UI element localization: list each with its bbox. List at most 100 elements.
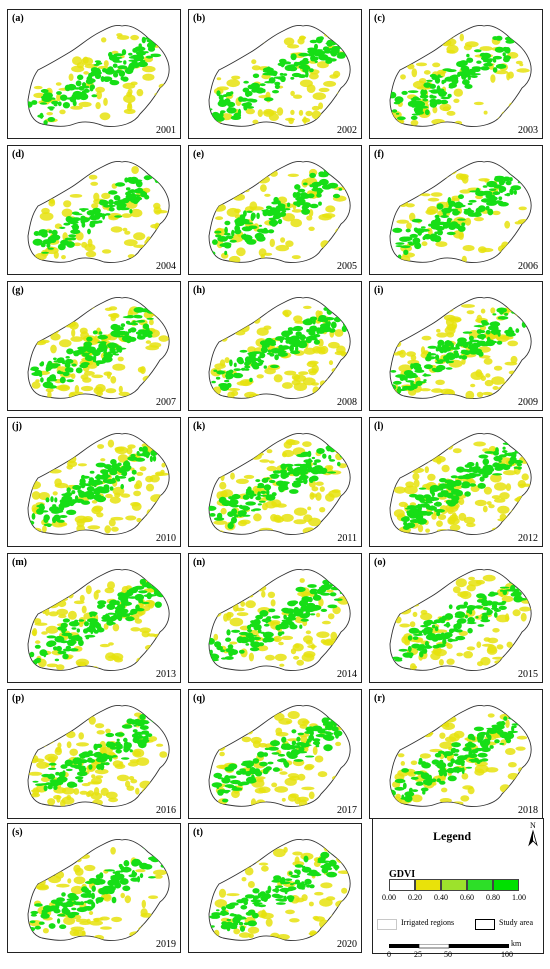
map-panel: (k) 2011 <box>188 417 362 547</box>
gdvi-class-swatch <box>415 879 441 891</box>
panel-year: 2006 <box>518 261 538 272</box>
study-area-map <box>208 25 351 127</box>
map-panel: (r) 2018 <box>369 689 543 819</box>
irrigated-regions-label: Irrigated regions <box>401 918 455 927</box>
scale-tick-100: 100 <box>501 950 513 959</box>
panel-letter: (b) <box>193 13 206 24</box>
map-panel: (o) 2015 <box>369 553 543 683</box>
gdvi-tick-label: 0.60 <box>460 893 474 902</box>
study-area-map <box>27 569 170 671</box>
study-area-map <box>27 297 170 399</box>
panel-year: 2017 <box>337 805 357 816</box>
study-area-map <box>389 25 532 127</box>
map-panel: (n) 2014 <box>188 553 362 683</box>
study-area-map <box>389 297 532 399</box>
gdvi-class-swatch <box>389 879 415 891</box>
study-area-map <box>27 433 170 535</box>
panel-letter: (m) <box>12 557 27 568</box>
map-panel: (t) 2020 <box>188 823 362 953</box>
irrigated-regions-swatch <box>377 919 397 930</box>
gdvi-tick-label: 0.80 <box>486 893 500 902</box>
study-area-map <box>208 297 351 399</box>
map-panel: (f) 2006 <box>369 145 543 275</box>
gdvi-tick-label: 1.00 <box>512 893 526 902</box>
map-panel: (b) 2002 <box>188 9 362 139</box>
panel-year: 2015 <box>518 669 538 680</box>
panel-year: 2010 <box>156 533 176 544</box>
scale-tick-25: 25 <box>414 950 422 959</box>
panel-year: 2012 <box>518 533 538 544</box>
study-area-map <box>27 161 170 263</box>
gdvi-tick-label: 0.40 <box>434 893 448 902</box>
map-panel: (j) 2010 <box>7 417 181 547</box>
panel-letter: (e) <box>193 149 205 160</box>
study-area-map <box>389 161 532 263</box>
panel-year: 2020 <box>337 939 357 950</box>
legend: Legend N GDVI 0.00 0.20 0.40 0.60 0.80 1.00 I… <box>372 818 544 959</box>
map-panel: (p) 2016 <box>7 689 181 819</box>
panel-year: 2019 <box>156 939 176 950</box>
panel-year: 2005 <box>337 261 357 272</box>
map-panel: (i) 2009 <box>369 281 543 411</box>
map-panel: (l) 2012 <box>369 417 543 547</box>
study-area-map <box>208 161 351 263</box>
panel-letter: (k) <box>193 421 206 432</box>
map-panel: (h) 2008 <box>188 281 362 411</box>
panel-letter: (g) <box>12 285 24 296</box>
panel-letter: (s) <box>12 827 23 838</box>
panel-year: 2007 <box>156 397 176 408</box>
map-panel: (d) 2004 <box>7 145 181 275</box>
panel-year: 2008 <box>337 397 357 408</box>
panel-year: 2016 <box>156 805 176 816</box>
panel-letter: (d) <box>12 149 25 160</box>
scale-tick-50: 50 <box>444 950 452 959</box>
panel-year: 2018 <box>518 805 538 816</box>
map-panel: (m) 2013 <box>7 553 181 683</box>
north-arrow-icon: N <box>527 821 539 849</box>
gdvi-class-swatch <box>467 879 493 891</box>
scale-bar: km 0 25 50 100 <box>387 939 539 969</box>
study-area-label: Study area <box>499 918 533 927</box>
study-area-map <box>389 705 532 807</box>
scale-unit: km <box>511 939 522 948</box>
panel-letter: (f) <box>374 149 384 160</box>
study-area-map <box>208 839 351 941</box>
panel-letter: (h) <box>193 285 206 296</box>
study-area-map <box>27 839 170 941</box>
map-panel: (a) 2001 <box>7 9 181 139</box>
panel-year: 2011 <box>337 533 357 544</box>
map-panel: (q) 2017 <box>188 689 362 819</box>
study-area-map <box>389 569 532 671</box>
panel-letter: (l) <box>374 421 384 432</box>
north-label: N <box>530 821 536 830</box>
legend-title: Legend <box>433 829 472 843</box>
panel-year: 2001 <box>156 125 176 136</box>
map-panel: (s) 2019 <box>7 823 181 953</box>
gdvi-class-swatch <box>493 879 519 891</box>
study-area-map <box>27 25 170 127</box>
panel-year: 2003 <box>518 125 538 136</box>
map-panel: (g) 2007 <box>7 281 181 411</box>
scale-tick-0: 0 <box>387 950 391 959</box>
panel-letter: (p) <box>12 693 25 704</box>
gdvi-title: GDVI <box>389 869 416 880</box>
study-area-map <box>389 433 532 535</box>
map-panel: (e) 2005 <box>188 145 362 275</box>
gdvi-class-swatch <box>441 879 467 891</box>
gdvi-tick-label: 0.20 <box>408 893 422 902</box>
panel-letter: (o) <box>374 557 386 568</box>
study-area-map <box>208 705 351 807</box>
panel-year: 2013 <box>156 669 176 680</box>
gdvi-tick-label: 0.00 <box>382 893 396 902</box>
study-area-swatch <box>475 919 495 930</box>
panel-year: 2002 <box>337 125 357 136</box>
panel-letter: (n) <box>193 557 206 568</box>
study-area-map <box>208 433 351 535</box>
panel-letter: (t) <box>193 827 203 838</box>
panel-letter: (i) <box>374 285 384 296</box>
study-area-map <box>27 705 170 807</box>
panel-letter: (q) <box>193 693 206 704</box>
study-area-map <box>208 569 351 671</box>
panel-year: 2009 <box>518 397 538 408</box>
panel-year: 2004 <box>156 261 176 272</box>
